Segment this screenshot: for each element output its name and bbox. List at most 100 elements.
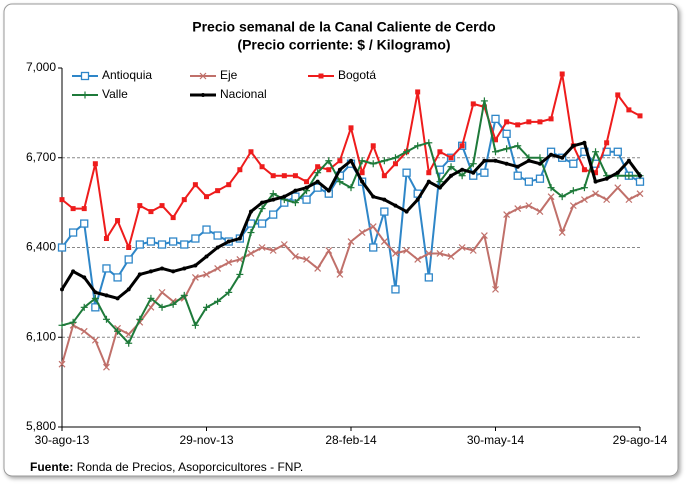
data-point (458, 244, 466, 251)
marker (569, 159, 578, 168)
data-point (92, 161, 98, 167)
marker (549, 152, 554, 157)
data-point (449, 173, 454, 178)
marker (258, 244, 266, 251)
marker (293, 188, 298, 193)
marker (91, 303, 100, 312)
data-point (58, 321, 66, 329)
data-point (592, 148, 600, 156)
data-point (93, 290, 98, 295)
data-point (537, 119, 543, 125)
marker (514, 205, 522, 213)
chart-subtitle: (Precio corriente: $ / Kilogramo) (237, 37, 450, 53)
marker (315, 164, 321, 170)
data-point (480, 97, 488, 105)
data-point (325, 247, 333, 254)
data-point (102, 315, 110, 323)
data-point (315, 164, 321, 170)
legend-label: Valle (102, 87, 128, 101)
marker (291, 253, 299, 260)
marker (604, 140, 610, 146)
data-point (169, 300, 177, 308)
marker (113, 273, 122, 282)
data-point (625, 196, 633, 204)
data-point (560, 155, 565, 160)
data-point (393, 203, 398, 208)
data-point (124, 255, 133, 264)
data-point (104, 293, 109, 298)
data-point (582, 140, 587, 145)
data-point (626, 158, 631, 163)
data-point (492, 148, 499, 156)
marker (603, 196, 611, 204)
data-point (514, 142, 522, 150)
data-point (482, 158, 487, 163)
data-point (503, 145, 511, 153)
data-point (547, 193, 555, 201)
data-point (635, 177, 645, 186)
marker (326, 167, 332, 173)
data-point (159, 203, 165, 209)
marker (381, 173, 387, 179)
marker (57, 243, 67, 252)
data-point (493, 158, 498, 163)
data-point (292, 173, 298, 179)
marker (248, 209, 253, 214)
legend-marker (201, 93, 205, 97)
data-point (258, 244, 266, 251)
marker (126, 287, 131, 292)
data-point (191, 234, 200, 243)
data-point (493, 137, 498, 143)
marker (171, 269, 176, 274)
data-point (535, 174, 545, 183)
data-point (170, 215, 176, 221)
data-point (126, 287, 131, 292)
chart-title: Precio semanal de la Canal Caliente de C… (192, 19, 495, 35)
data-point (336, 271, 344, 278)
marker (148, 269, 153, 274)
marker (582, 140, 587, 145)
marker (382, 197, 387, 202)
marker (104, 293, 109, 298)
marker (491, 114, 500, 124)
data-point (558, 193, 566, 201)
data-point (503, 211, 511, 219)
data-point (625, 172, 633, 180)
marker (524, 177, 533, 186)
marker (292, 173, 298, 179)
data-point (336, 178, 344, 186)
data-point (248, 209, 253, 214)
marker (613, 147, 622, 156)
data-point (236, 270, 244, 278)
data-point (459, 143, 465, 149)
marker (182, 266, 187, 271)
marker (347, 238, 355, 245)
data-point (148, 209, 154, 215)
marker (70, 206, 76, 212)
data-point (581, 167, 587, 173)
data-point (148, 269, 153, 274)
marker (199, 72, 207, 80)
marker (493, 158, 498, 163)
marker (580, 196, 588, 204)
data-point (480, 168, 489, 177)
data-point (115, 296, 120, 301)
marker (537, 161, 542, 166)
data-point (492, 285, 499, 293)
source-note: Fuente: Ronda de Precios, Asoporcicultor… (30, 460, 303, 474)
data-point (436, 178, 444, 186)
marker (68, 228, 78, 237)
marker (482, 158, 487, 163)
data-point (549, 152, 554, 157)
marker (160, 266, 165, 271)
marker (159, 203, 165, 209)
marker (158, 288, 166, 296)
data-point (415, 197, 420, 202)
data-point (326, 188, 331, 193)
marker (226, 182, 232, 188)
legend-marker (199, 72, 207, 80)
data-point (304, 179, 310, 185)
data-point (59, 197, 65, 203)
marker (369, 223, 377, 230)
